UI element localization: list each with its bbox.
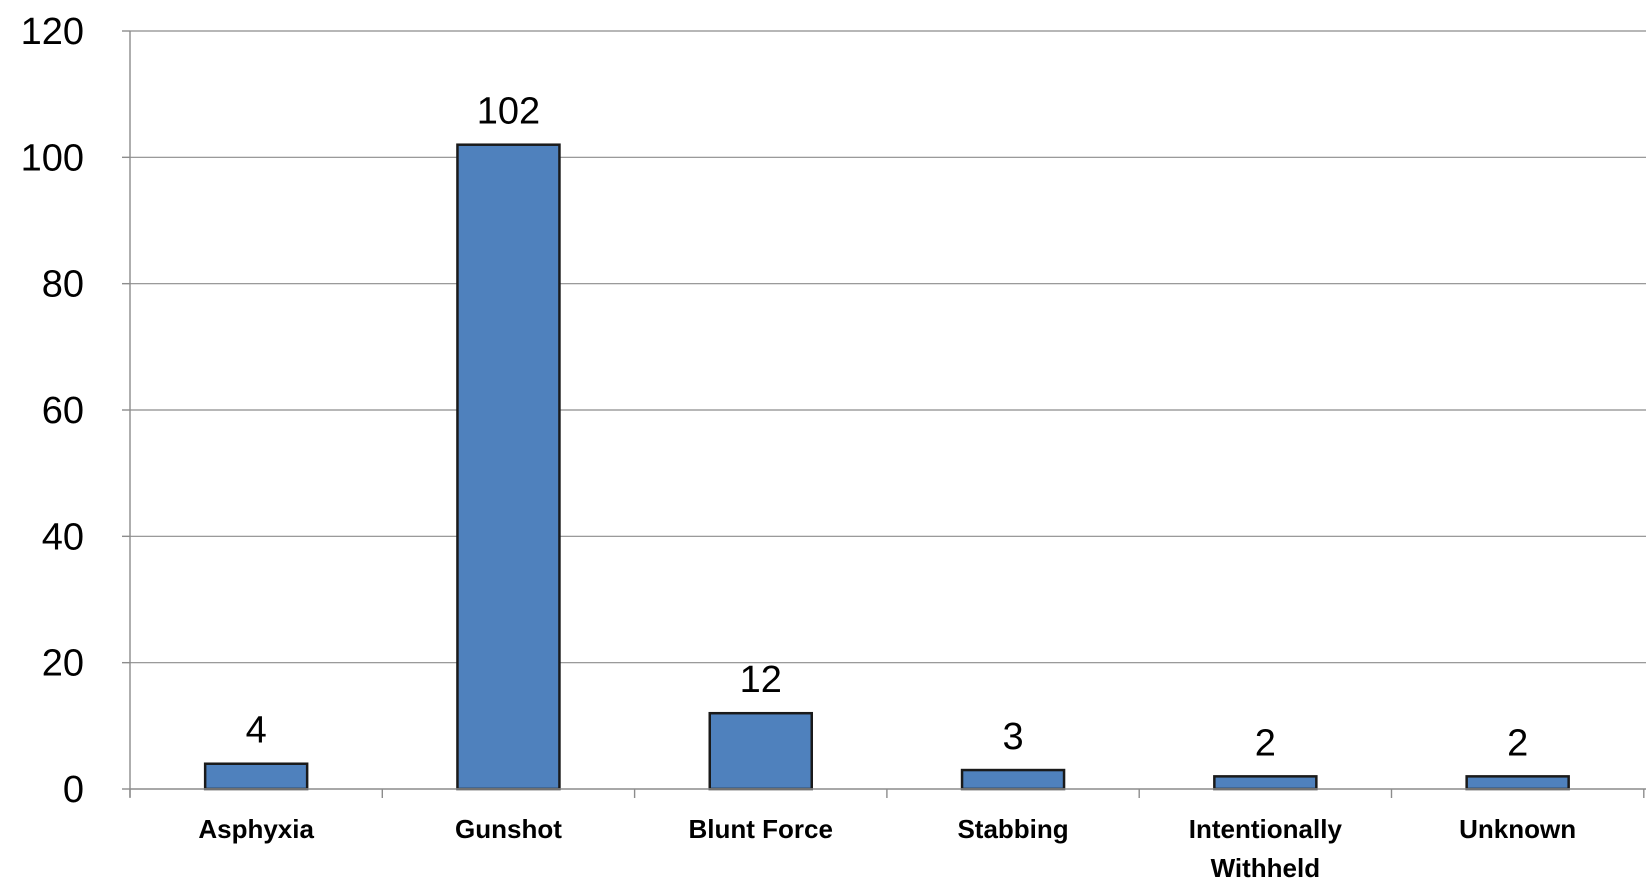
bars bbox=[203, 143, 1570, 791]
data-label: 2 bbox=[1255, 722, 1276, 764]
y-tick-label: 120 bbox=[21, 11, 84, 53]
y-tick-label: 40 bbox=[42, 516, 84, 558]
y-tick-label: 0 bbox=[63, 769, 84, 811]
x-tick-label: Gunshot bbox=[455, 814, 562, 844]
data-label: 2 bbox=[1507, 722, 1528, 764]
data-label: 12 bbox=[740, 659, 782, 701]
y-tick-label: 80 bbox=[42, 264, 84, 306]
x-tick-label: Stabbing bbox=[957, 814, 1068, 844]
gridlines bbox=[130, 30, 1646, 664]
bar-gunshot bbox=[456, 143, 561, 791]
data-labels: 4 102 12 3 2 2 bbox=[246, 91, 1529, 765]
y-tick-label: 100 bbox=[21, 137, 84, 179]
x-axis-tick-labels: Asphyxia Gunshot Blunt Force Stabbing Intent… bbox=[198, 814, 1576, 883]
bar-asphyxia bbox=[203, 762, 309, 791]
bar-unknown bbox=[1465, 775, 1570, 791]
axes bbox=[122, 30, 1646, 798]
data-label: 3 bbox=[1002, 716, 1023, 758]
x-tick-label: Asphyxia bbox=[198, 814, 314, 844]
data-label: 102 bbox=[477, 91, 540, 133]
bar-blunt-force bbox=[708, 711, 813, 791]
data-label: 4 bbox=[246, 710, 267, 752]
x-tick-label: Intentionally Withheld bbox=[1189, 814, 1343, 883]
y-tick-label: 60 bbox=[42, 390, 84, 432]
y-axis-tick-labels: 0 20 40 60 80 100 120 bbox=[21, 11, 84, 811]
x-tick-label: Blunt Force bbox=[689, 814, 833, 844]
bar-intentionally-withheld bbox=[1213, 775, 1318, 791]
x-tick-label: Unknown bbox=[1459, 814, 1576, 844]
y-tick-label: 20 bbox=[42, 643, 84, 685]
bar-stabbing bbox=[960, 768, 1066, 791]
